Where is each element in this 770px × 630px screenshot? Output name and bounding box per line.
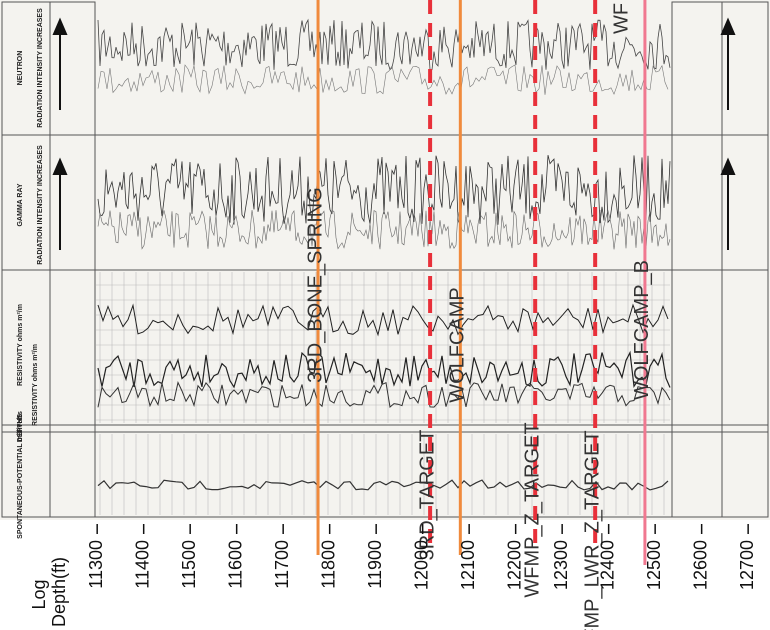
log-curve <box>97 350 671 389</box>
log-headers: NEUTRON RADIATION INTENSITY INCREASES GAMM… <box>17 8 44 539</box>
log-header: RESISTIVITY ohms m²/m <box>17 304 24 386</box>
log-curve <box>97 209 671 250</box>
depth-axis: 11300 11400 11500 11600 11700 11800 11900 12000… <box>86 524 757 590</box>
top-label: WFMP_Z_TARGET <box>521 422 543 597</box>
top-label: WFMP_LWR_Z_TARGET <box>581 430 603 630</box>
log-scan <box>0 0 770 520</box>
top-label: WOLFCAMP_B <box>631 260 653 400</box>
header-arrows <box>52 17 736 250</box>
x-tick-label: 12000 <box>411 540 431 590</box>
x-tick-label: 11600 <box>225 540 245 589</box>
log-curve <box>97 303 669 337</box>
x-tick-label: 12700 <box>737 540 757 590</box>
log-curve <box>97 18 671 71</box>
log-header: SPONTANEOUS-POTENTIAL millivolts <box>17 411 24 539</box>
log-curve <box>97 479 669 491</box>
axis-title: Log Depth(ft) <box>29 557 69 627</box>
log-header: GAMMA RAY <box>17 183 24 226</box>
log-curve <box>97 64 669 95</box>
log-curve <box>97 155 671 226</box>
x-tick-label: 12200 <box>504 540 524 590</box>
x-tick-label: 11900 <box>365 540 385 589</box>
log-header: RESISTIVITY ohms m²/m <box>32 344 39 426</box>
log-header: DEPTHS <box>17 413 24 442</box>
log-curves <box>96 18 671 515</box>
x-tick-label: 12500 <box>644 540 664 590</box>
x-tick-label: 12100 <box>458 540 478 590</box>
formation-tops: 3RD_BONE_SPRING 3RD_TARGET WOLFCAMP WFMP_Z_… <box>304 0 653 630</box>
x-tick-label: 12400 <box>597 540 617 590</box>
log-header: RADIATION INTENSITY INCREASES <box>37 145 44 265</box>
x-tick-label: 12600 <box>690 540 710 590</box>
log-header: RADIATION INTENSITY INCREASES <box>37 8 44 128</box>
x-tick-label: 11500 <box>179 540 199 589</box>
top-label: WOLFCAMP <box>447 287 469 403</box>
top-label: 3RD_TARGET <box>416 430 438 561</box>
log-curve <box>97 380 671 408</box>
annotation: WF <box>610 3 632 34</box>
x-tick-label: 12300 <box>551 540 571 590</box>
top-label: 3RD_BONE_SPRING <box>304 187 326 383</box>
x-tick-label: 11700 <box>272 540 292 589</box>
log-header: NEUTRON <box>17 51 24 86</box>
log-grid <box>96 272 670 515</box>
x-tick-label: 11400 <box>132 540 152 589</box>
log-frame <box>1 1 769 518</box>
x-tick-label: 11300 <box>86 540 106 589</box>
x-tick-label: 11800 <box>318 540 338 589</box>
